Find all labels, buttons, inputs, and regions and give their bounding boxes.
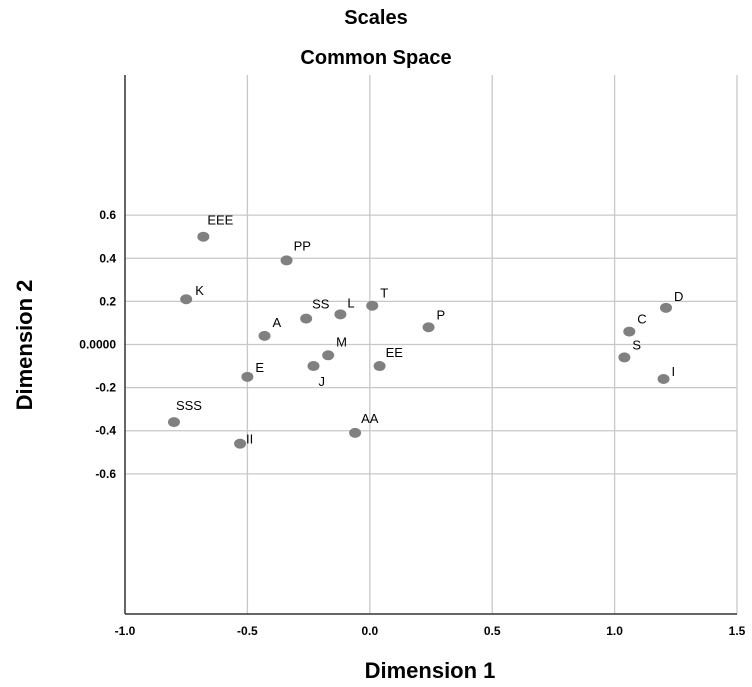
x-tick-label: 0.0 [361,624,378,638]
y-tick-label: 0.6 [99,208,116,222]
point-label: L [347,295,354,310]
point-label: P [437,307,446,322]
y-tick-label: -0.4 [95,424,116,438]
y-tick-label: -0.6 [95,467,116,481]
data-point [618,352,631,363]
data-point [258,330,271,341]
point-label: AA [361,411,379,426]
data-point [241,371,254,382]
point-label: I [672,364,676,379]
data-point [623,326,636,337]
data-point [373,361,386,372]
y-tick-label: 0.4 [99,251,116,265]
point-label: K [195,283,204,298]
y-tick-label: 0.2 [99,294,116,308]
data-point [366,300,379,311]
point-label: M [336,334,347,349]
point-label: D [674,289,683,304]
data-point [300,313,313,324]
x-tick-label: 1.0 [606,624,623,638]
data-point [334,309,347,320]
data-point [234,438,247,449]
y-tick-label: -0.2 [95,381,116,395]
point-label: SS [312,297,330,312]
y-tick-label: 0.0000 [79,338,116,352]
data-point [280,255,293,266]
data-point [349,427,362,438]
x-tick-label: -0.5 [237,624,258,638]
data-point [422,322,435,333]
point-label: EE [386,345,404,360]
point-label: S [632,337,641,352]
x-tick-label: 1.5 [729,624,746,638]
chart-subtitle: Common Space [300,47,452,69]
point-label: J [318,374,325,389]
x-axis-title: Dimension 1 [364,658,496,683]
data-point [167,417,180,428]
data-point [197,231,210,242]
point-label: EEE [207,213,233,228]
point-label: PP [294,238,311,253]
x-tick-label: 0.5 [484,624,501,638]
data-point [660,302,673,313]
chart-title: Scales [344,7,408,29]
y-axis-title: Dimension 2 [12,279,37,411]
point-label: SSS [176,398,202,413]
point-label: E [255,360,264,375]
x-tick-label: -1.0 [115,624,136,638]
data-point [657,373,670,384]
point-label: II [246,432,253,447]
data-point [322,350,335,361]
data-point [307,361,320,372]
point-label: T [380,286,388,301]
data-point [180,294,193,305]
point-label: C [637,312,646,327]
point-label: A [273,315,282,330]
